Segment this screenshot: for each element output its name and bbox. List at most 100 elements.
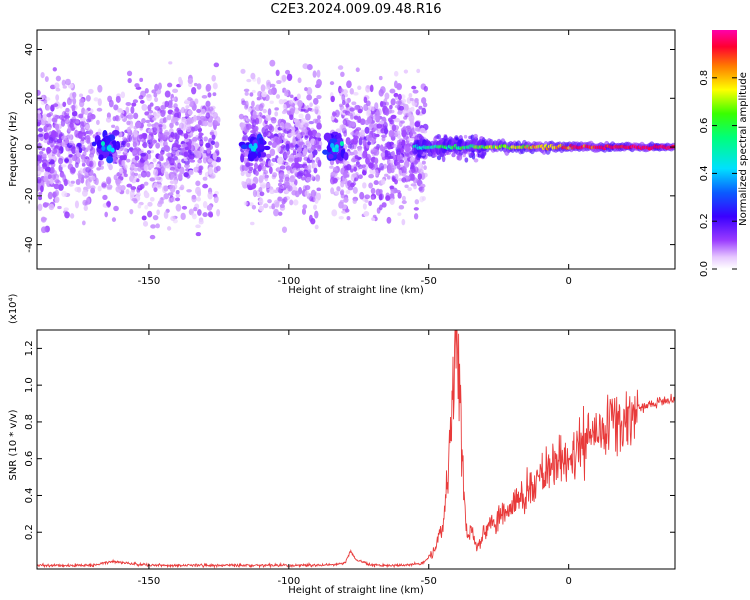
spectrogram-noise-mark [313,167,318,174]
spectrogram-noise-mark [292,199,299,206]
spectrogram-noise-mark [254,126,259,132]
spectrogram-noise-mark [409,156,415,162]
spectrogram-blob-core [250,146,255,152]
spectrogram-noise-mark [398,169,403,177]
spectrogram-noise-mark [111,217,117,222]
spectrogram-noise-mark [195,224,201,229]
spectrogram-noise-mark [158,153,164,162]
spectrogram-noise-mark [51,130,57,138]
spectrogram-noise-mark [40,185,44,193]
spectrogram-noise-mark [213,62,220,68]
spectrogram-noise-mark [138,95,144,100]
spectrogram-noise-mark [361,169,367,176]
spectrogram-noise-mark [185,105,190,109]
spectrogram-noise-mark [349,88,354,95]
spectrogram-noise-mark [37,170,42,175]
spectrogram-noise-mark [52,148,58,154]
spectrogram-noise-mark [163,144,170,151]
spectrogram-noise-mark [76,186,82,193]
spectrogram-noise-mark [258,187,263,193]
spectrogram-x-axis-label: Height of straight line (km) [288,285,424,296]
spectrogram-noise-mark [130,106,135,114]
spectrogram-noise-mark [384,92,390,100]
spectrogram-noise-mark [111,124,116,129]
spectrogram-noise-mark [118,168,124,174]
spectrogram-noise-mark [418,186,425,193]
spectrogram-noise-mark [295,166,301,171]
spectrogram-noise-mark [58,157,64,165]
spectrogram-noise-mark [149,177,156,182]
spectrogram-noise-mark [162,117,167,124]
spectrogram-noise-mark [289,114,294,121]
spectrogram-transition-mark [464,157,469,163]
spectrogram-noise-mark [402,108,408,116]
spectrogram-noise-mark [397,93,402,101]
spectrogram-noise-mark [129,163,136,169]
spectrogram-noise-mark [171,97,176,101]
spectrogram-noise-mark [307,143,312,151]
spectrogram-noise-mark [334,119,339,123]
spectrogram-noise-mark [308,120,315,125]
y-tick-label: 0.6 [24,451,35,467]
spectrogram-noise-mark [113,104,119,111]
spectrogram-noise-mark [207,158,213,163]
spectrogram-noise-mark [245,178,252,185]
spectrogram-noise-mark [120,112,124,119]
spectrogram-noise-mark [302,204,308,210]
spectrogram-noise-mark [37,155,41,161]
spectrogram-noise-mark [195,231,202,237]
spectrogram-noise-mark [349,107,355,112]
spectrogram-noise-mark [153,175,160,181]
spectrogram-noise-mark [370,195,375,200]
spectrogram-noise-mark [416,68,421,74]
spectrogram-noise-mark [170,173,176,180]
spectrogram-noise-mark [61,135,68,141]
spectrogram-noise-mark [331,209,338,217]
spectrogram-noise-mark [166,226,172,231]
spectrogram-noise-mark [173,156,179,161]
spectrogram-noise-mark [62,101,67,108]
spectrogram-noise-mark [215,165,221,172]
spectrogram-noise-mark [123,146,128,154]
spectrogram-noise-mark [47,126,52,131]
spectrogram-noise-mark [299,131,305,136]
spectrogram-noise-mark [157,200,164,205]
spectrogram-noise-mark [45,104,51,111]
spectrogram-noise-mark [187,96,193,101]
spectrogram-noise-mark [85,94,91,102]
spectrogram-noise-mark [37,203,43,212]
spectrogram-noise-mark [287,157,294,163]
spectrogram-noise-mark [209,131,214,136]
spectrogram-noise-mark [69,118,74,124]
spectrogram-noise-mark [144,88,149,94]
spectrogram-noise-mark [64,138,70,144]
spectrogram-noise-mark [87,145,91,150]
spectrogram-noise-mark [296,93,301,100]
spectrogram-noise-mark [389,119,395,125]
spectrogram-noise-mark [279,172,285,180]
spectrogram-noise-mark [202,183,209,189]
spectrogram-noise-mark [370,187,376,195]
colorbar-tick-label: 0.8 [699,70,710,86]
spectrogram-noise-mark [152,215,159,221]
spectrogram-noise-mark [401,98,407,104]
spectrogram-noise-mark [368,182,374,189]
spectrogram-noise-mark [62,85,67,89]
spectrogram-noise-mark [155,142,161,149]
spectrogram-transition-mark [456,154,460,161]
spectrogram-noise-mark [192,136,198,142]
spectrogram-noise-mark [364,199,369,203]
spectrogram-noise-mark [64,211,70,219]
spectrogram-noise-mark [305,176,312,183]
spectrogram-noise-mark [379,204,383,211]
spectrogram-noise-mark [316,187,322,192]
spectrogram-noise-mark [409,120,415,129]
spectrogram-noise-mark [374,111,381,119]
spectrogram-noise-mark [243,88,250,92]
spectrogram-noise-mark [132,149,137,155]
spectrogram-noise-mark [282,104,287,110]
spectrogram-noise-mark [128,114,134,120]
spectrogram-noise-mark [315,132,321,138]
spectrogram-noise-mark [258,197,264,206]
spectrogram-noise-mark [71,104,76,112]
